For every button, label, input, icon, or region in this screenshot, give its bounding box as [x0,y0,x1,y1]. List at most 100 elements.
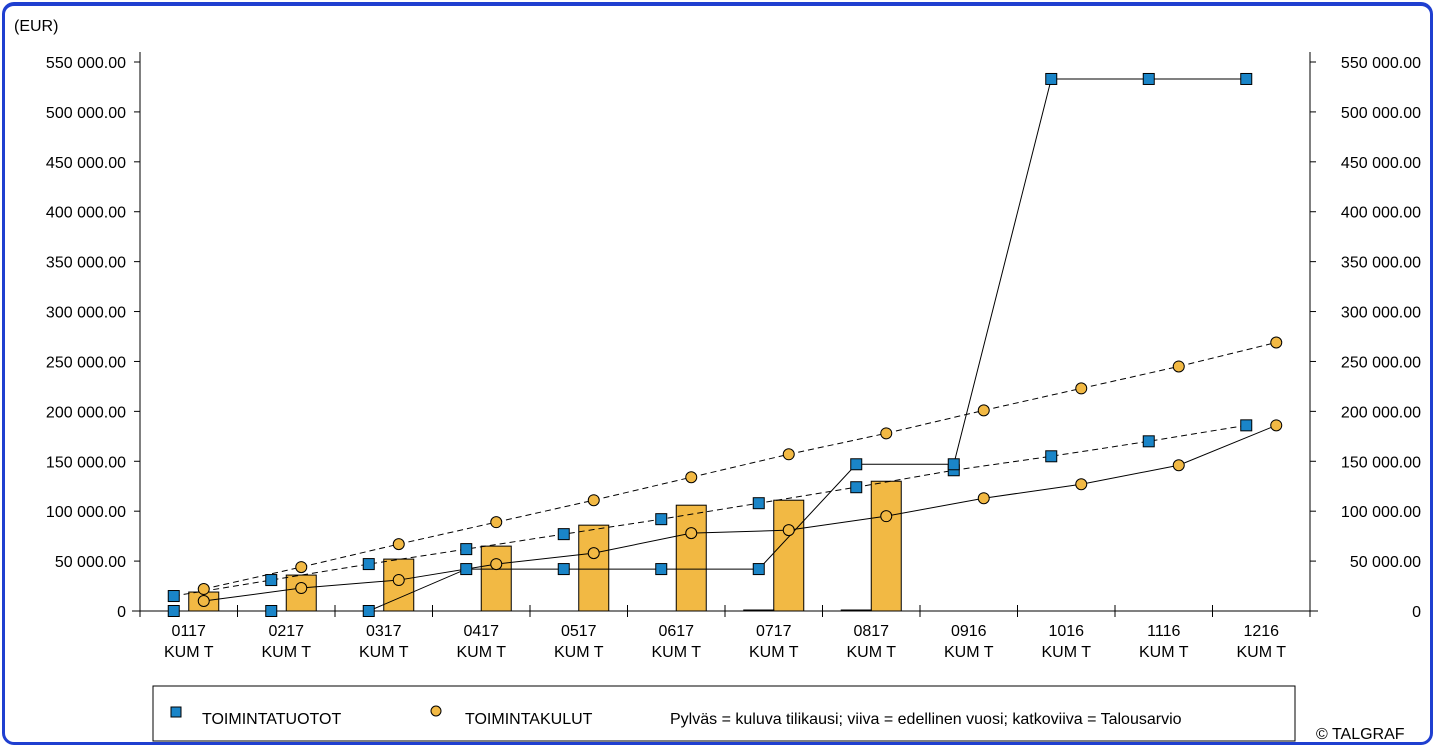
right-y-tick-label: 500 000.00 [1341,105,1421,122]
right-y-tick-label: 450 000.00 [1341,155,1421,172]
x-tick-label-type: KUM T [1139,644,1189,661]
x-tick-label-code: 0517 [561,623,597,640]
bar-toimintatuotot [743,609,775,612]
legend-box [152,685,1296,742]
budget-line-toimintatuotot [173,424,1247,597]
previous-year-point-toimintatuotot [850,458,863,471]
left-y-tick-label: 400 000.00 [46,205,126,222]
budget-point-toimintatuotot [1240,419,1253,432]
previous-year-point-toimintatuotot [460,563,473,576]
x-tick-label-code: 0317 [366,623,402,640]
x-tick-label-code: 0916 [951,623,987,640]
budget-point-toimintakulut [490,516,503,529]
previous-year-point-toimintakulut [880,510,893,523]
budget-point-toimintatuotot [362,558,375,571]
x-tick-label-type: KUM T [262,644,312,661]
right-y-tick-label: 550 000.00 [1341,55,1421,72]
budget-point-toimintakulut [782,448,795,461]
right-y-tick-label: 50 000.00 [1350,554,1421,571]
budget-point-toimintatuotot [1142,435,1155,448]
bar-toimintakulut [870,480,902,612]
previous-year-point-toimintatuotot [167,605,180,617]
x-tick-label-type: KUM T [457,644,507,661]
right-y-tick-label: 300 000.00 [1341,305,1421,322]
legend: TOIMINTATUOTOT TOIMINTAKULUT Pylväs = ku… [152,685,1296,742]
budget-point-toimintatuotot [460,543,473,556]
left-y-tick-label: 500 000.00 [46,105,126,122]
x-tick-label-code: 0217 [268,623,304,640]
budget-point-toimintakulut [977,404,990,417]
x-tick-label-type: KUM T [164,644,214,661]
x-tick-label-code: 0117 [172,623,207,640]
bar-toimintakulut [773,499,805,612]
bar-toimintakulut [578,524,610,612]
previous-year-point-toimintatuotot [362,605,375,617]
right-y-tick-label: 200 000.00 [1341,404,1421,421]
x-tick-label-type: KUM T [652,644,702,661]
x-tick-label-type: KUM T [1237,644,1287,661]
unit-label: (EUR) [14,18,58,35]
right-y-tick-label: 0 [1412,604,1421,621]
previous-year-point-toimintakulut [685,527,698,540]
previous-year-point-toimintakulut [392,574,405,587]
previous-year-point-toimintakulut [295,582,308,595]
x-tick-label-code: 0817 [853,623,889,640]
previous-year-point-toimintakulut [490,558,503,571]
left-y-tick-label: 450 000.00 [46,155,126,172]
budget-point-toimintakulut [1172,360,1185,373]
axes: 0 0 50 000.00 50 000.00 100 000.00 100 000.00… [46,52,1421,661]
bars [188,480,902,612]
copyright-label: © TALGRAF [1316,726,1405,743]
right-y-tick-label: 100 000.00 [1341,504,1421,521]
budget-point-toimintakulut [685,471,698,484]
x-tick-label-type: KUM T [359,644,409,661]
budget-point-toimintakulut [1075,382,1088,395]
budget-point-toimintatuotot [655,513,668,526]
right-y-tick-label: 400 000.00 [1341,205,1421,222]
budget-point-toimintatuotot [752,497,765,510]
bar-toimintatuotot [840,609,872,612]
bar-toimintakulut [675,504,707,612]
budget-point-toimintakulut [197,583,210,596]
legend-series2-label: TOIMINTAKULUT [465,711,593,728]
budget-point-toimintatuotot [265,574,278,587]
series-markers [167,72,1283,617]
previous-year-point-toimintakulut [782,524,795,537]
budget-point-toimintatuotot [1045,450,1058,463]
previous-year-point-toimintatuotot [265,605,278,617]
previous-year-point-toimintatuotot [752,563,765,576]
previous-year-point-toimintatuotot [1142,72,1155,85]
previous-year-point-toimintatuotot [1240,72,1253,85]
x-tick-label-type: KUM T [944,644,994,661]
budget-point-toimintatuotot [850,481,863,494]
previous-year-point-toimintatuotot [1045,72,1058,85]
previous-year-point-toimintakulut [197,595,210,608]
x-tick-label-code: 1216 [1243,623,1279,640]
left-y-tick-label: 300 000.00 [46,305,126,322]
previous-year-point-toimintakulut [1075,478,1088,491]
right-y-tick-label: 150 000.00 [1341,454,1421,471]
previous-year-line-toimintakulut [203,424,1277,602]
left-y-tick-label: 200 000.00 [46,404,126,421]
previous-year-line-toimintatuotot [173,78,1247,612]
budget-point-toimintakulut [587,494,600,507]
budget-point-toimintakulut [295,561,308,574]
x-tick-label-type: KUM T [749,644,799,661]
budget-line-toimintakulut [203,342,1277,590]
previous-year-point-toimintatuotot [947,458,960,471]
legend-note: Pylväs = kuluva tilikausi; viiva = edell… [670,711,1182,728]
x-tick-label-type: KUM T [847,644,897,661]
previous-year-point-toimintatuotot [557,563,570,576]
previous-year-point-toimintakulut [587,547,600,560]
x-tick-label-type: KUM T [554,644,604,661]
previous-year-point-toimintakulut [977,492,990,505]
previous-year-point-toimintakulut [1270,419,1283,432]
previous-year-point-toimintakulut [1172,459,1185,472]
legend-circle-marker [430,705,442,717]
budget-point-toimintakulut [392,538,405,551]
left-y-tick-label: 0 [117,604,126,621]
x-tick-label-code: 1016 [1048,623,1084,640]
budget-point-toimintakulut [880,427,893,440]
